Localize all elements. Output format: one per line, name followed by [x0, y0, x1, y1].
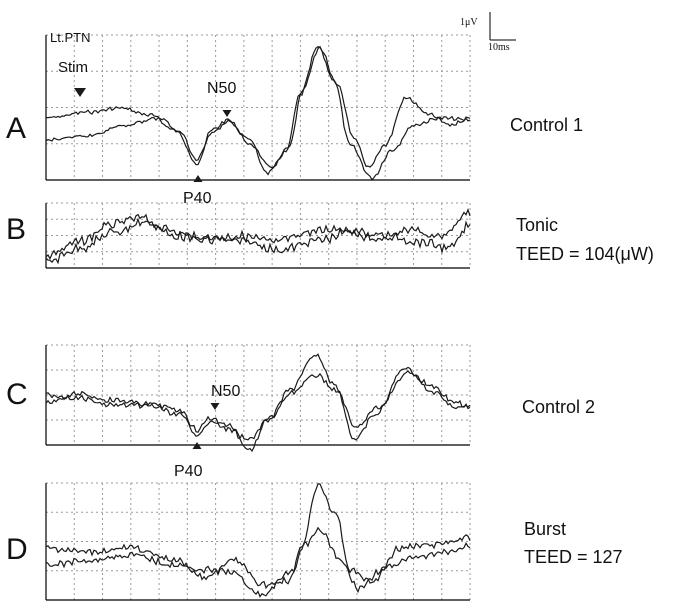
nerve-label: Lt.PTN [50, 30, 91, 45]
panel-c-n50-marker [210, 403, 220, 410]
panel-b-teed: TEED = 104(μW) [516, 244, 654, 264]
panel-b-condition: Tonic [516, 215, 559, 235]
panel-a-peak-n50: N50 [207, 80, 237, 97]
panel-c-peak-p40: P40 [174, 463, 203, 480]
stim-label: Stim [58, 59, 88, 76]
stim-marker [74, 88, 86, 97]
panel-c-trace-1 [45, 353, 471, 453]
trace-layer [45, 45, 471, 598]
panel-a-p40-marker [193, 175, 203, 182]
panel-a-trace-1 [46, 46, 471, 181]
panel-letter-b: B [6, 213, 27, 246]
scale-time-label: 10ms [488, 42, 510, 53]
scale-bar [489, 12, 516, 41]
panel-c-trace-2 [45, 370, 471, 441]
panel-a-n50-marker [222, 110, 232, 117]
panel-d-grid [45, 482, 471, 601]
scale-amplitude-label: 1μV [460, 17, 478, 28]
panel-b-trace-1 [45, 208, 471, 260]
panel-d-trace-2 [45, 526, 471, 598]
panel-letter-a: A [6, 112, 27, 145]
panel-a-peak-p40: P40 [183, 190, 212, 207]
panel-d-condition: Burst [524, 519, 567, 539]
marker-layer [74, 88, 232, 449]
panel-a-trace-2 [45, 45, 471, 169]
panel-b-grid [45, 202, 471, 269]
panel-c-grid [45, 344, 471, 446]
panel-d-trace-1 [45, 483, 471, 590]
panel-c-p40-marker [192, 442, 202, 449]
grid-layer [45, 34, 471, 601]
panel-b-trace-2 [45, 217, 471, 265]
panel-d-teed: TEED = 127 [524, 547, 623, 567]
panel-a-condition: Control 1 [510, 115, 584, 135]
panel-letter-d: D [6, 533, 28, 566]
panel-letter-c: C [6, 378, 28, 411]
panel-c-peak-n50: N50 [211, 383, 241, 400]
panel-c-condition: Control 2 [522, 397, 596, 417]
